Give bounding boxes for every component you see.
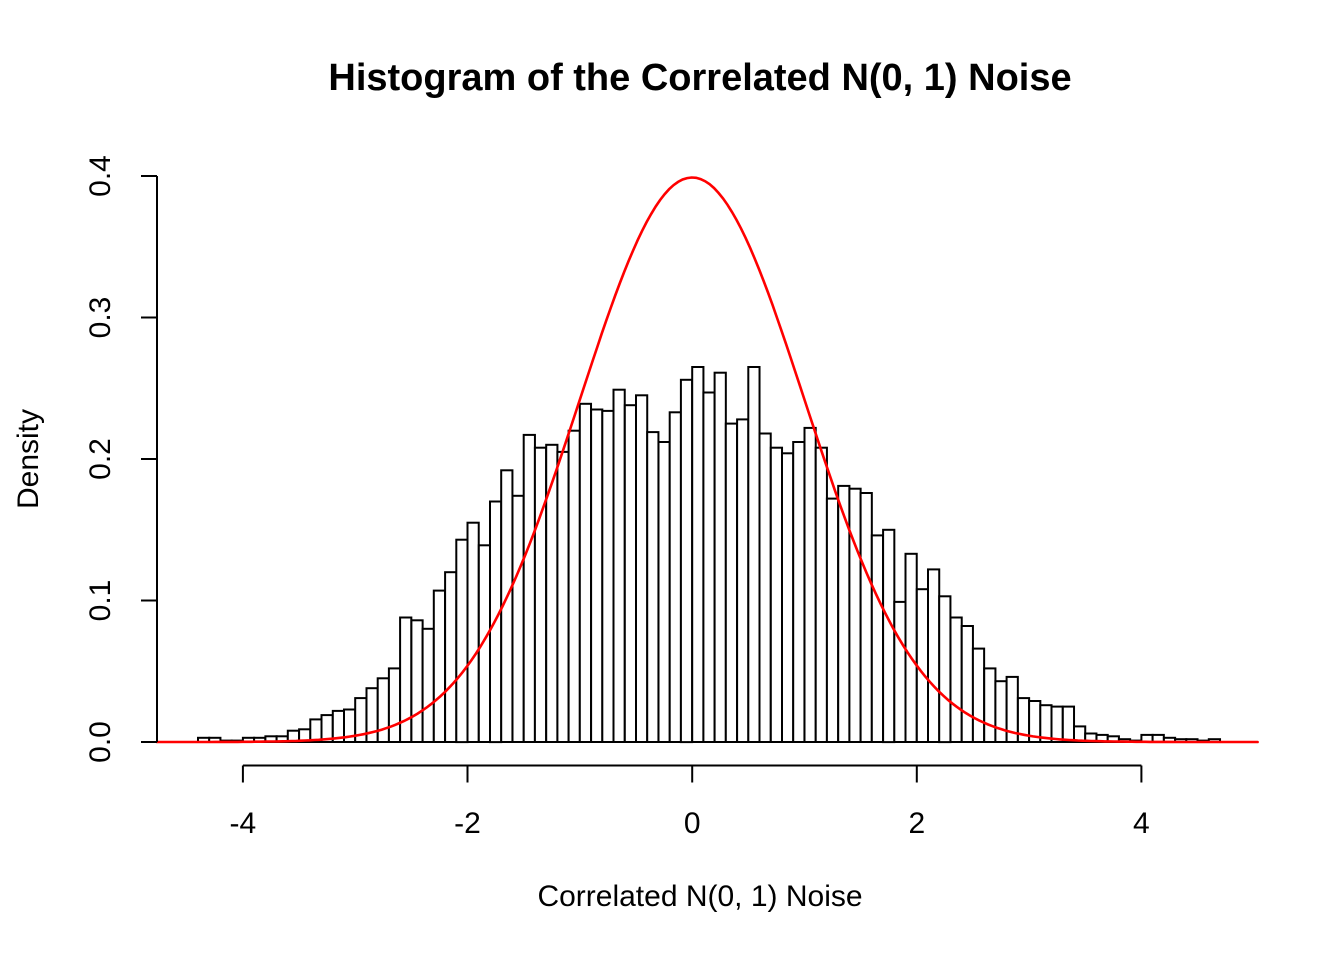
histogram-bar [758,432,772,743]
x-axis: -4 -2 0 2 4 [230,764,1150,840]
histogram-bar [376,677,390,743]
histogram-bar [511,494,525,743]
histogram-bar [635,394,649,743]
histogram-bar [1061,705,1076,743]
histogram-bar [387,667,402,744]
histogram-bar [736,418,750,743]
histogram-bar [848,487,862,744]
histogram-bar [971,647,986,743]
x-axis-label: Correlated N(0, 1) Noise [537,880,862,913]
histogram-bar [702,391,716,743]
histogram-bar [556,450,570,743]
histogram-bar [421,627,435,743]
y-tick-label: 0.4 [84,155,117,197]
histogram-bar [747,366,761,743]
y-axis-label: Density [12,409,45,509]
histogram-bar [466,521,480,744]
histogram-bar [1050,705,1064,743]
histogram-bars [197,366,1222,744]
histogram-bar [590,408,604,743]
histogram-bar [960,625,974,743]
histogram-bar [545,443,559,743]
histogram-bar [432,589,447,743]
y-tick-label: 0.1 [84,580,117,622]
chart-title: Histogram of the Correlated N(0, 1) Nois… [328,57,1071,99]
histogram-bar [612,388,626,743]
histogram-bar [567,429,581,743]
histogram-bar [814,446,828,743]
histogram-bar [668,411,682,743]
histogram-bar [713,371,727,743]
histogram-bar [915,588,930,744]
histogram-bar [657,441,671,743]
histogram-bar [882,528,896,744]
histogram-bar [781,452,795,743]
histogram-bar [646,431,660,743]
histogram-bar [533,446,548,743]
histogram-bar [893,600,907,744]
histogram-bar [769,446,784,743]
histogram-bar [870,534,885,744]
histogram-bar [724,422,739,743]
histogram-bar [825,497,840,743]
x-tick-label: 2 [908,807,925,840]
y-tick-label: 0.2 [84,438,117,480]
x-tick-label: 0 [684,807,701,840]
histogram-bar [601,409,615,743]
histogram-bar [938,595,952,744]
histogram-bar [994,680,1008,744]
histogram-bar [410,619,424,743]
histogram-bar [691,366,705,743]
histogram-bar [792,441,806,743]
x-tick-label: 4 [1133,807,1150,840]
histogram-bar [444,571,458,744]
y-axis: 0.0 0.1 0.2 0.3 0.4 [84,155,158,763]
histogram-bar [623,404,638,743]
histogram-bar [679,378,694,744]
histogram-bar [803,426,817,743]
x-tick-label: -4 [230,807,257,840]
histogram-bar [578,402,593,743]
normal-density-curve [155,176,1259,744]
histogram-bar [983,667,997,744]
histogram-bar [455,538,469,744]
histogram-bar [859,492,873,743]
histogram-bar [522,433,536,743]
histogram-bar [904,552,918,743]
histogram-bar [927,568,941,744]
y-tick-label: 0.0 [84,721,117,763]
y-tick-label: 0.3 [84,297,117,339]
x-tick-label: -2 [454,807,481,840]
histogram-bar [949,616,963,743]
histogram-bar [477,544,492,743]
